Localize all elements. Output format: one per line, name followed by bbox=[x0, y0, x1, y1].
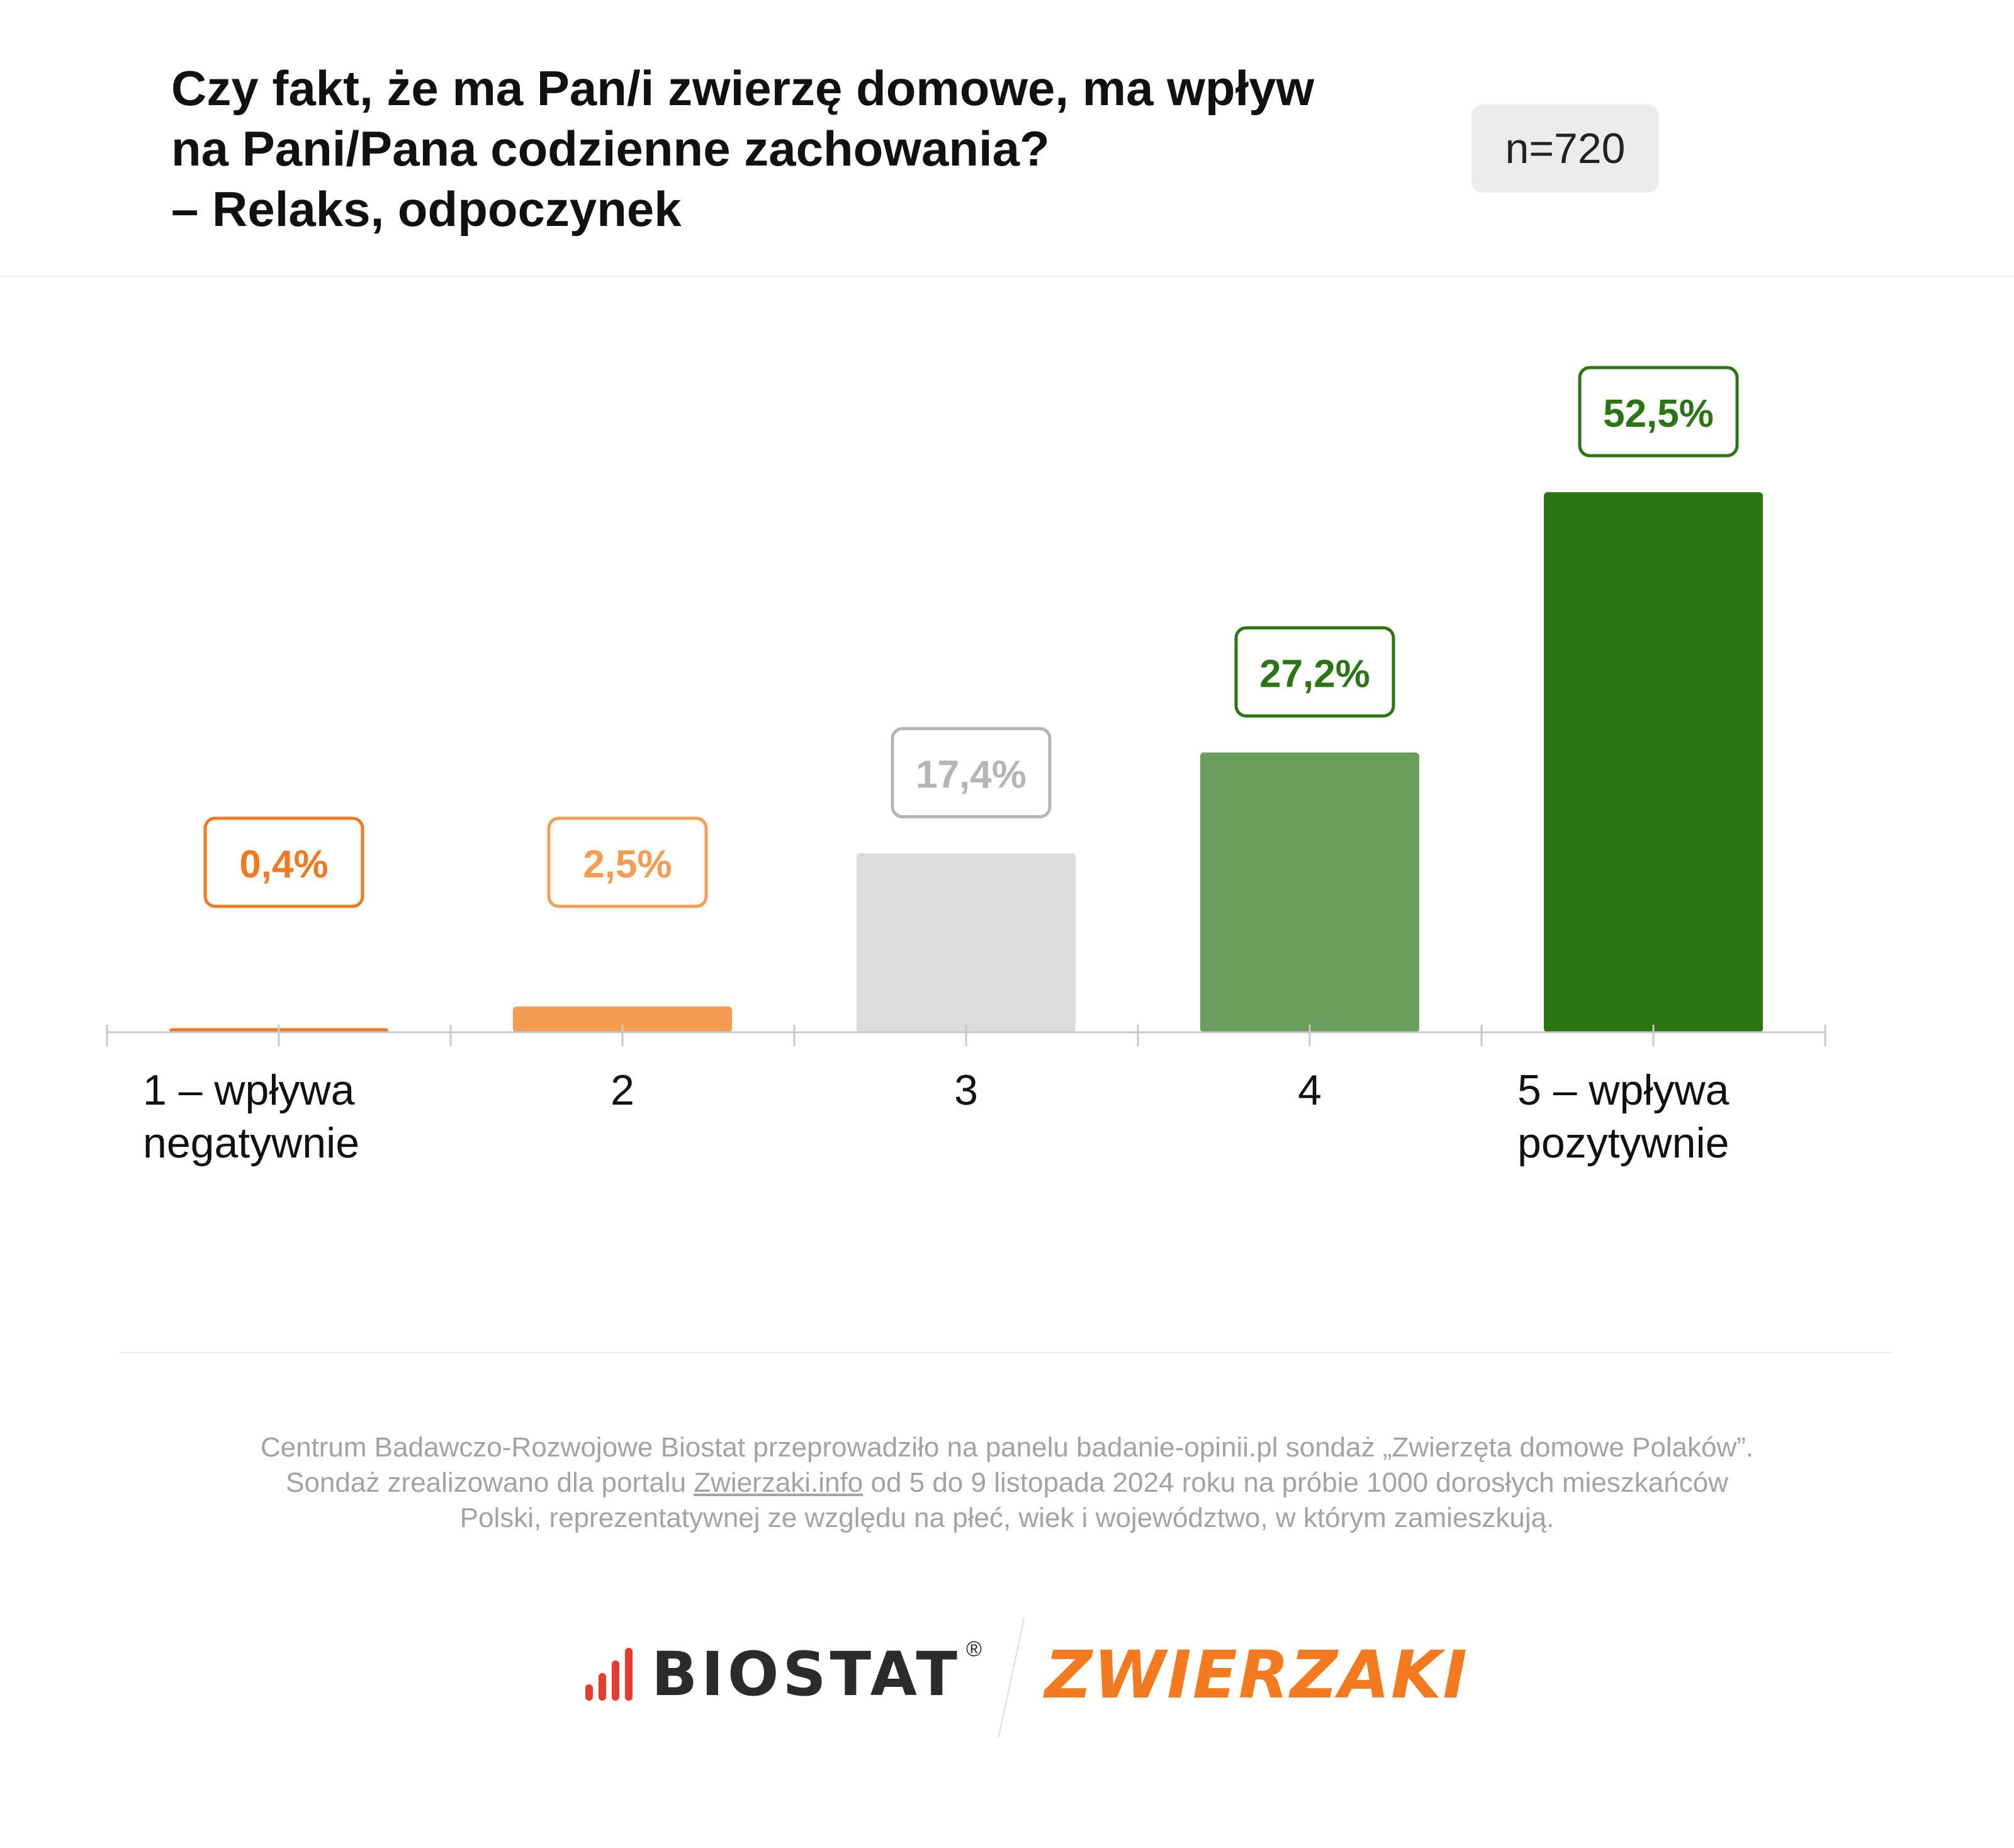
x-label-line: negatywnie bbox=[143, 1119, 360, 1167]
value-labels-layer: 0,4% 2,5% 17,4% 27,2% 52,5% bbox=[203, 366, 1739, 908]
title-line-2: na Pani/Pana codzienne zachowania? bbox=[171, 121, 1050, 176]
x-label-5: 5 – wpływa pozytywnie bbox=[1517, 1064, 1729, 1169]
note-line-2-end: od 5 do 9 listopada 2024 roku na próbie … bbox=[863, 1467, 1728, 1498]
value-label-box-3 bbox=[891, 727, 1052, 819]
x-label-1: 1 – wpływa negatywnie bbox=[143, 1064, 359, 1169]
title-line-1: Czy fakt, że ma Pan/i zwierzę domowe, ma… bbox=[171, 60, 1315, 116]
logos-footer: BIOSTAT ® ZWIERZAKI bbox=[0, 1611, 2014, 1737]
x-label-3: 3 bbox=[903, 1064, 1029, 1117]
zwierzaki-link[interactable]: Zwierzaki.info bbox=[694, 1467, 864, 1498]
x-label-line: 4 bbox=[1298, 1066, 1322, 1114]
bar-5 bbox=[1544, 492, 1763, 1032]
x-label-line: pozytywnie bbox=[1517, 1119, 1730, 1167]
x-label-line: 3 bbox=[954, 1066, 978, 1114]
chart-title: Czy fakt, że ma Pan/i zwierzę domowe, ma… bbox=[171, 58, 1430, 239]
x-label-4: 4 bbox=[1247, 1064, 1373, 1117]
registered-mark: ® bbox=[966, 1637, 982, 1661]
value-label-5: 52,5% bbox=[1603, 392, 1714, 436]
value-label-1: 0,4% bbox=[239, 843, 328, 886]
title-line-3: – Relaks, odpoczynek bbox=[171, 181, 682, 237]
logo-divider bbox=[998, 1618, 1025, 1737]
biostat-logo: BIOSTAT ® bbox=[585, 1637, 982, 1710]
value-label-box-4 bbox=[1234, 626, 1395, 718]
biostat-bars-icon bbox=[585, 1648, 633, 1701]
bars-layer bbox=[169, 492, 1763, 1032]
value-label-3: 17,4% bbox=[916, 753, 1027, 797]
value-label-box-5 bbox=[1578, 366, 1739, 458]
x-label-line: 5 – wpływa bbox=[1517, 1066, 1730, 1114]
note-line-2-start: Sondaż zrealizowano dla portalu bbox=[286, 1467, 694, 1498]
sample-size-badge: n=720 bbox=[1471, 104, 1659, 193]
value-label-box-2 bbox=[547, 816, 708, 908]
value-label-2: 2,5% bbox=[583, 843, 672, 886]
zwierzaki-logo: ZWIERZAKI bbox=[1045, 1637, 1469, 1713]
biostat-wordmark: BIOSTAT bbox=[651, 1639, 961, 1710]
note-line-3: Polski, reprezentatywnej ze względu na p… bbox=[459, 1502, 1555, 1533]
x-label-line: 1 – wpływa bbox=[143, 1066, 355, 1114]
methodology-note: Centrum Badawczo-Rozwojowe Biostat przep… bbox=[126, 1430, 1888, 1536]
bar-chart: 0,4% 2,5% 17,4% 27,2% 52,5% bbox=[106, 366, 1826, 1046]
x-axis bbox=[106, 1025, 1826, 1046]
footer-divider bbox=[120, 1352, 1892, 1353]
bar-3 bbox=[857, 853, 1076, 1032]
value-label-4: 27,2% bbox=[1259, 652, 1370, 696]
value-label-box-1 bbox=[203, 816, 364, 908]
note-line-2: Sondaż zrealizowano dla portalu Zwierzak… bbox=[126, 1465, 1888, 1501]
bar-2 bbox=[513, 1006, 732, 1032]
header-divider bbox=[0, 276, 2014, 277]
bar-4 bbox=[1200, 752, 1419, 1032]
x-label-2: 2 bbox=[560, 1064, 685, 1117]
note-line-1: Centrum Badawczo-Rozwojowe Biostat przep… bbox=[260, 1432, 1754, 1463]
x-label-line: 2 bbox=[610, 1066, 634, 1114]
